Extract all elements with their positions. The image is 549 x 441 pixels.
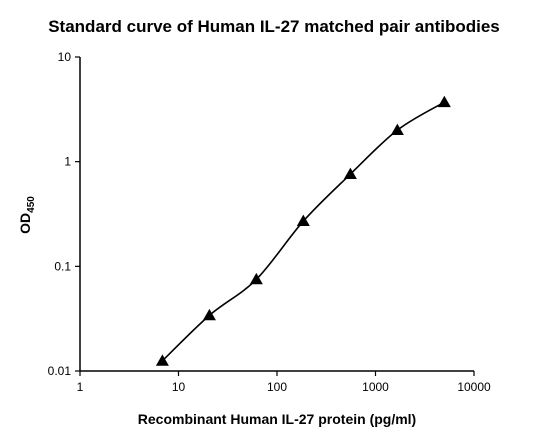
y-tick-label: 10 [58,50,72,64]
y-axis-label-subscript: 450 [26,196,37,213]
y-tick-label: 0.01 [48,364,72,378]
data-point-triangle [202,308,216,321]
y-axis-label: OD450 [17,196,37,234]
data-point-triangle [155,354,169,366]
data-point-triangle [390,123,404,136]
y-tick-label: 0.1 [54,259,71,273]
data-point-triangle [437,95,451,108]
data-point-triangle [249,272,263,285]
x-tick-label: 10000 [457,380,491,394]
y-axis-label-main: OD [17,213,33,234]
y-tick-label: 1 [64,155,71,169]
fit-curve [161,101,445,362]
data-point-triangle [343,167,357,180]
x-tick-label: 1000 [362,380,389,394]
x-tick-label: 10 [172,380,186,394]
x-axis-label: Recombinant Human IL-27 protein (pg/ml) [138,411,416,427]
chart-title: Standard curve of Human IL-27 matched pa… [48,17,500,36]
axes [79,57,474,372]
x-tick-label: 1 [77,380,84,394]
data-points [155,95,451,366]
x-tick-label: 100 [267,380,287,394]
data-point-triangle [296,214,310,227]
tick-group: 1 10 100 1000 10000 0.01 0.1 1 10 [48,50,491,394]
